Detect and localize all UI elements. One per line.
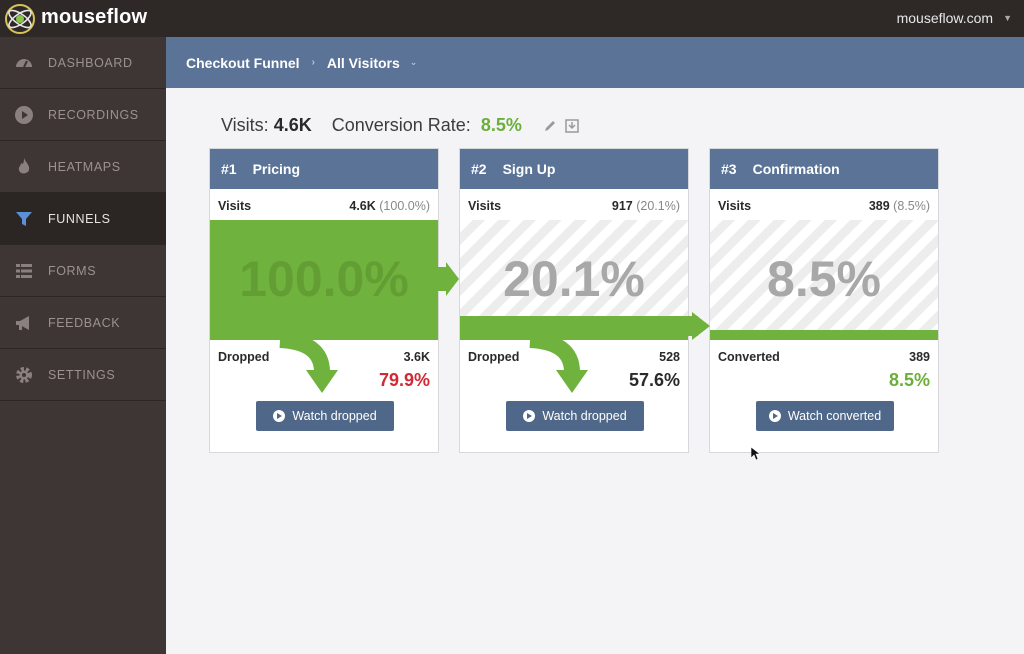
visits-count: 917 bbox=[611, 199, 633, 213]
funnel-summary: Visits: 4.6K Conversion Rate: 8.5% bbox=[221, 115, 580, 136]
dropped-percent: 79.9% bbox=[378, 370, 430, 390]
mouse-cursor-icon bbox=[751, 447, 761, 461]
site-selector[interactable]: mouseflow.com ▼ bbox=[897, 10, 1012, 26]
sidebar-item-label: FUNNELS bbox=[48, 211, 111, 226]
sidebar-item-funnels[interactable]: FUNNELS bbox=[0, 193, 166, 245]
step-percentage: 8.5% bbox=[767, 251, 881, 307]
dropped-row: Dropped 3.6K bbox=[218, 350, 430, 364]
sidebar-item-dashboard[interactable]: DASHBOARD bbox=[0, 37, 166, 89]
dropped-label: Dropped bbox=[218, 350, 270, 364]
button-label: Watch converted bbox=[787, 409, 882, 423]
visits-label: Visits: bbox=[221, 115, 269, 135]
step-name: Confirmation bbox=[752, 161, 840, 177]
funnel-bar bbox=[710, 220, 938, 340]
funnel-step-card: #3 Confirmation Visits 389 (8.5%) 8.5% C… bbox=[709, 148, 939, 453]
step-percentage: 20.1% bbox=[503, 251, 645, 307]
step-percentage: 100.0% bbox=[239, 251, 409, 307]
visits-row: Visits 917 (20.1%) bbox=[468, 199, 680, 213]
funnel-selector[interactable]: Checkout Funnel bbox=[186, 54, 300, 71]
button-label: Watch dropped bbox=[292, 409, 377, 423]
watch-dropped-button[interactable]: Watch dropped bbox=[506, 401, 644, 431]
visits-percent: (8.5%) bbox=[893, 199, 930, 213]
form-list-icon bbox=[14, 261, 34, 281]
dropped-label: Dropped bbox=[468, 350, 520, 364]
funnel-bar-fill bbox=[460, 316, 688, 340]
visits-percent: (20.1%) bbox=[636, 199, 680, 213]
step-name: Pricing bbox=[252, 161, 301, 177]
flow-arrow-icon bbox=[688, 312, 710, 340]
chevron-down-icon[interactable]: ⌄ bbox=[409, 57, 418, 67]
visits-count: 389 bbox=[868, 199, 890, 213]
breadcrumb: Checkout Funnel › All Visitors ⌄ bbox=[166, 37, 1024, 88]
sidebar-item-settings[interactable]: SETTINGS bbox=[0, 349, 166, 401]
flow-arrow-icon bbox=[438, 262, 459, 296]
site-name: mouseflow.com bbox=[896, 10, 994, 26]
step-number: #2 bbox=[471, 161, 487, 177]
dropped-row: Dropped 528 bbox=[468, 350, 680, 364]
visits-count: 4.6K bbox=[349, 199, 376, 213]
funnel-bar-fill bbox=[210, 220, 438, 340]
chevron-right-icon: › bbox=[311, 57, 315, 68]
visits-row: Visits 4.6K (100.0%) bbox=[218, 199, 430, 213]
conversion-label: Conversion Rate: bbox=[331, 115, 471, 135]
export-download-icon[interactable] bbox=[564, 118, 580, 134]
play-icon bbox=[768, 410, 781, 422]
visits-label: Visits bbox=[468, 199, 502, 213]
dropped-percent: 57.6% bbox=[628, 370, 680, 390]
dropped-count: 528 bbox=[659, 350, 680, 364]
funnel-step-card: #1 Pricing Visits 4.6K (100.0%) 100.0% D… bbox=[209, 148, 439, 453]
funnel-icon bbox=[14, 209, 34, 229]
top-bar: mouseflow mouseflow.com ▼ bbox=[0, 0, 1024, 37]
brand-name[interactable]: mouseflow bbox=[41, 6, 148, 28]
sidebar-item-forms[interactable]: FORMS bbox=[0, 245, 166, 297]
step-number: #3 bbox=[721, 161, 737, 177]
sidebar-item-label: RECORDINGS bbox=[48, 107, 139, 122]
mouseflow-logo-icon[interactable] bbox=[4, 3, 36, 35]
step-number: #1 bbox=[221, 161, 237, 177]
conversion-value: 8.5% bbox=[480, 115, 522, 135]
play-circle-icon bbox=[14, 105, 34, 125]
sidebar-item-recordings[interactable]: RECORDINGS bbox=[0, 89, 166, 141]
dashboard-gauge-icon bbox=[14, 53, 34, 73]
step-header: #3 Confirmation bbox=[710, 149, 938, 189]
sidebar-item-label: FORMS bbox=[48, 263, 97, 278]
visits-percent: (100.0%) bbox=[379, 199, 430, 213]
sidebar-item-label: HEATMAPS bbox=[48, 159, 121, 174]
step-header: #1 Pricing bbox=[210, 149, 438, 189]
watch-dropped-button[interactable]: Watch dropped bbox=[256, 401, 394, 431]
edit-pencil-icon[interactable] bbox=[542, 118, 558, 134]
dropped-count: 3.6K bbox=[403, 350, 430, 364]
megaphone-icon bbox=[14, 313, 34, 333]
visits-value: 4.6K bbox=[273, 115, 312, 135]
converted-label: Converted bbox=[718, 350, 780, 364]
funnel-step-card: #2 Sign Up Visits 917 (20.1%) 20.1% Drop… bbox=[459, 148, 689, 453]
chevron-down-icon: ▼ bbox=[1003, 13, 1012, 23]
funnel-bar bbox=[210, 220, 438, 340]
funnel-bar bbox=[460, 220, 688, 340]
sidebar-item-label: SETTINGS bbox=[48, 367, 116, 382]
step-name: Sign Up bbox=[502, 161, 556, 177]
watch-converted-button[interactable]: Watch converted bbox=[756, 401, 894, 431]
step-header: #2 Sign Up bbox=[460, 149, 688, 189]
sidebar-item-label: FEEDBACK bbox=[48, 315, 121, 330]
gear-icon bbox=[14, 365, 34, 385]
visits-label: Visits bbox=[218, 199, 252, 213]
converted-row: Converted 389 bbox=[718, 350, 930, 364]
sidebar-item-feedback[interactable]: FEEDBACK bbox=[0, 297, 166, 349]
play-icon bbox=[273, 410, 286, 422]
sidebar-item-label: DASHBOARD bbox=[48, 55, 133, 70]
flame-icon bbox=[14, 157, 34, 177]
converted-percent: 8.5% bbox=[888, 370, 930, 390]
visits-row: Visits 389 (8.5%) bbox=[718, 199, 930, 213]
sidebar: DASHBOARD RECORDINGS HEATMAPS FUNNELS FO… bbox=[0, 37, 166, 654]
funnel-bar-fill bbox=[710, 330, 938, 340]
sidebar-item-heatmaps[interactable]: HEATMAPS bbox=[0, 141, 166, 193]
play-icon bbox=[523, 410, 536, 422]
button-label: Watch dropped bbox=[542, 409, 627, 423]
visits-label: Visits bbox=[718, 199, 752, 213]
segment-selector[interactable]: All Visitors bbox=[326, 54, 400, 71]
converted-count: 389 bbox=[909, 350, 930, 364]
